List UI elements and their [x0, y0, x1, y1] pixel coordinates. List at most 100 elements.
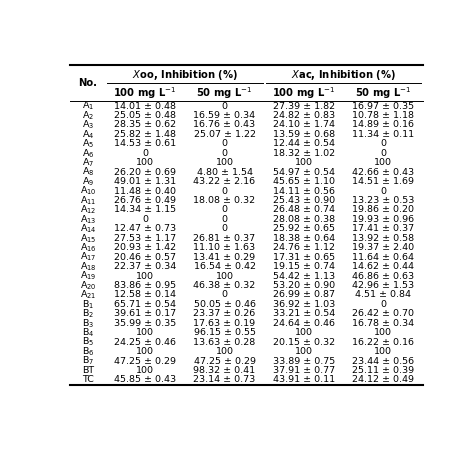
Text: 33.89 ± 0.75: 33.89 ± 0.75	[273, 357, 335, 366]
Text: A$_{11}$: A$_{11}$	[80, 194, 96, 207]
Text: 47.25 ± 0.29: 47.25 ± 0.29	[193, 357, 255, 366]
Text: A$_4$: A$_4$	[82, 128, 94, 141]
Text: 100: 100	[136, 366, 154, 375]
Text: 12.47 ± 0.73: 12.47 ± 0.73	[114, 224, 176, 233]
Text: 16.22 ± 0.16: 16.22 ± 0.16	[352, 338, 414, 347]
Text: 25.92 ± 0.65: 25.92 ± 0.65	[273, 224, 335, 233]
Text: 16.76 ± 0.43: 16.76 ± 0.43	[193, 120, 255, 129]
Text: 24.64 ± 0.46: 24.64 ± 0.46	[273, 319, 335, 328]
Text: 14.51 ± 1.69: 14.51 ± 1.69	[352, 177, 414, 186]
Text: B$_2$: B$_2$	[82, 308, 94, 320]
Text: 4.51 ± 0.84: 4.51 ± 0.84	[355, 290, 411, 299]
Text: 0: 0	[221, 206, 228, 215]
Text: A$_{17}$: A$_{17}$	[80, 251, 96, 263]
Text: 19.37 ± 2.40: 19.37 ± 2.40	[352, 243, 414, 252]
Text: 100: 100	[216, 158, 234, 167]
Text: B$_4$: B$_4$	[82, 327, 94, 339]
Text: 49.01 ± 1.31: 49.01 ± 1.31	[114, 177, 176, 186]
Text: 0: 0	[221, 101, 228, 110]
Text: A$_2$: A$_2$	[82, 109, 94, 122]
Text: 65.71 ± 0.54: 65.71 ± 0.54	[114, 300, 176, 309]
Text: 100: 100	[136, 158, 154, 167]
Text: 4.80 ± 1.54: 4.80 ± 1.54	[197, 168, 253, 177]
Text: A$_7$: A$_7$	[82, 156, 94, 169]
Text: 50.05 ± 0.46: 50.05 ± 0.46	[193, 300, 255, 309]
Text: 53.20 ± 0.90: 53.20 ± 0.90	[273, 281, 335, 290]
Text: 50 mg L$^{-1}$: 50 mg L$^{-1}$	[196, 85, 253, 101]
Text: 100: 100	[374, 158, 392, 167]
Text: 14.89 ± 0.16: 14.89 ± 0.16	[352, 120, 414, 129]
Text: 18.38 ± 0.64: 18.38 ± 0.64	[273, 234, 335, 243]
Text: 19.86 ± 0.20: 19.86 ± 0.20	[352, 206, 414, 215]
Text: 37.91 ± 0.77: 37.91 ± 0.77	[273, 366, 335, 375]
Text: $\mathit{X}$oo, Inhibition (%): $\mathit{X}$oo, Inhibition (%)	[132, 68, 238, 82]
Text: 16.97 ± 0.35: 16.97 ± 0.35	[352, 101, 414, 110]
Text: 0: 0	[221, 149, 228, 158]
Text: 47.25 ± 0.29: 47.25 ± 0.29	[114, 357, 176, 366]
Text: B$_1$: B$_1$	[82, 298, 94, 311]
Text: A$_9$: A$_9$	[82, 175, 94, 188]
Text: 25.82 ± 1.48: 25.82 ± 1.48	[114, 130, 176, 139]
Text: 17.31 ± 0.65: 17.31 ± 0.65	[273, 253, 335, 262]
Text: 23.44 ± 0.56: 23.44 ± 0.56	[352, 357, 414, 366]
Text: 14.34 ± 1.15: 14.34 ± 1.15	[114, 206, 176, 215]
Text: 24.12 ± 0.49: 24.12 ± 0.49	[352, 376, 414, 385]
Text: 0: 0	[380, 187, 386, 196]
Text: 20.93 ± 1.42: 20.93 ± 1.42	[114, 243, 176, 252]
Text: 100: 100	[216, 272, 234, 281]
Text: 96.15 ± 0.55: 96.15 ± 0.55	[193, 328, 255, 337]
Text: 0: 0	[380, 300, 386, 309]
Text: 13.23 ± 0.53: 13.23 ± 0.53	[352, 196, 414, 205]
Text: A$_1$: A$_1$	[82, 100, 94, 112]
Text: A$_{18}$: A$_{18}$	[80, 260, 96, 273]
Text: 100 mg L$^{-1}$: 100 mg L$^{-1}$	[272, 85, 336, 101]
Text: 83.86 ± 0.95: 83.86 ± 0.95	[114, 281, 176, 290]
Text: 13.59 ± 0.68: 13.59 ± 0.68	[273, 130, 335, 139]
Text: No.: No.	[78, 78, 97, 88]
Text: 100: 100	[374, 347, 392, 356]
Text: 18.32 ± 1.02: 18.32 ± 1.02	[273, 149, 335, 158]
Text: 24.76 ± 1.12: 24.76 ± 1.12	[273, 243, 335, 252]
Text: 26.48 ± 0.74: 26.48 ± 0.74	[273, 206, 335, 215]
Text: A$_{10}$: A$_{10}$	[80, 185, 96, 198]
Text: 35.99 ± 0.35: 35.99 ± 0.35	[114, 319, 176, 328]
Text: 100: 100	[295, 347, 313, 356]
Text: TC: TC	[82, 376, 94, 385]
Text: 13.92 ± 0.58: 13.92 ± 0.58	[352, 234, 414, 243]
Text: 19.93 ± 0.96: 19.93 ± 0.96	[352, 215, 414, 224]
Text: 54.42 ± 1.13: 54.42 ± 1.13	[273, 272, 335, 281]
Text: 16.59 ± 0.34: 16.59 ± 0.34	[193, 111, 255, 120]
Text: 0: 0	[221, 187, 228, 196]
Text: A$_{20}$: A$_{20}$	[80, 279, 96, 292]
Text: 0: 0	[380, 149, 386, 158]
Text: 26.20 ± 0.69: 26.20 ± 0.69	[114, 168, 176, 177]
Text: 17.63 ± 0.19: 17.63 ± 0.19	[193, 319, 255, 328]
Text: 100: 100	[295, 328, 313, 337]
Text: 0: 0	[221, 139, 228, 148]
Text: 42.96 ± 1.53: 42.96 ± 1.53	[352, 281, 414, 290]
Text: 14.01 ± 0.48: 14.01 ± 0.48	[114, 101, 176, 110]
Text: A$_3$: A$_3$	[82, 119, 94, 131]
Text: 45.85 ± 0.43: 45.85 ± 0.43	[114, 376, 176, 385]
Text: 23.37 ± 0.26: 23.37 ± 0.26	[193, 309, 255, 318]
Text: A$_{15}$: A$_{15}$	[80, 232, 96, 244]
Text: 36.92 ± 1.03: 36.92 ± 1.03	[273, 300, 335, 309]
Text: 11.48 ± 0.40: 11.48 ± 0.40	[114, 187, 176, 196]
Text: 46.38 ± 0.32: 46.38 ± 0.32	[193, 281, 255, 290]
Text: 24.10 ± 1.74: 24.10 ± 1.74	[273, 120, 335, 129]
Text: 0: 0	[380, 139, 386, 148]
Text: A$_{12}$: A$_{12}$	[80, 204, 96, 216]
Text: 42.66 ± 0.43: 42.66 ± 0.43	[352, 168, 414, 177]
Text: A$_{21}$: A$_{21}$	[80, 289, 96, 301]
Text: A$_{14}$: A$_{14}$	[80, 223, 96, 235]
Text: 11.64 ± 0.64: 11.64 ± 0.64	[352, 253, 414, 262]
Text: 16.78 ± 0.34: 16.78 ± 0.34	[352, 319, 414, 328]
Text: 0: 0	[221, 290, 228, 299]
Text: 0: 0	[221, 215, 228, 224]
Text: 13.63 ± 0.28: 13.63 ± 0.28	[193, 338, 255, 347]
Text: 28.35 ± 0.62: 28.35 ± 0.62	[114, 120, 176, 129]
Text: 45.65 ± 1.10: 45.65 ± 1.10	[273, 177, 335, 186]
Text: 100: 100	[136, 347, 154, 356]
Text: 25.07 ± 1.22: 25.07 ± 1.22	[193, 130, 255, 139]
Text: 0: 0	[142, 149, 148, 158]
